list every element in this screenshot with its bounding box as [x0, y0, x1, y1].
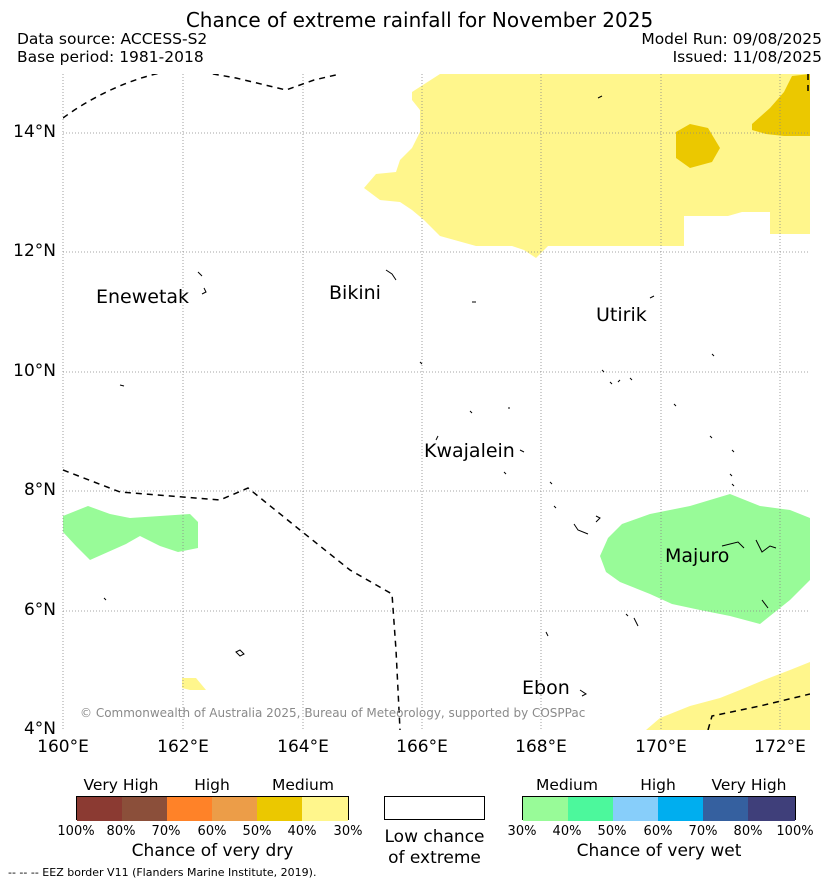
- lon-label-170e: 170°E: [635, 737, 687, 757]
- dry-legend-title: Chance of very dry: [131, 841, 294, 861]
- graticule: [62, 74, 810, 730]
- wet-30-40-region-west: [63, 506, 198, 560]
- lat-label-4n: 4°N: [23, 719, 56, 739]
- place-ebon: Ebon: [522, 677, 570, 699]
- dry-50-40-blob-2: [752, 74, 810, 136]
- dry-swatch-60-50: [212, 797, 258, 821]
- lat-label-10n: 10°N: [13, 361, 56, 381]
- low-chance-label-line1: Low chance: [384, 827, 485, 847]
- eez-border: [63, 74, 810, 730]
- lon-label-162e: 162°E: [157, 737, 209, 757]
- dry-tick: 70%: [151, 824, 181, 839]
- wet-swatch-70-80: [703, 797, 749, 821]
- wet-colorbar: [522, 796, 796, 821]
- dry-medium-label: Medium: [272, 776, 334, 794]
- dry-swatch-80-70: [122, 797, 168, 821]
- dry-50-40-blob-1: [676, 124, 720, 168]
- wet-tick: 80%: [733, 824, 763, 839]
- lon-label-172e: 172°E: [754, 737, 806, 757]
- wet-tick: 30%: [507, 824, 537, 839]
- wet-swatch-40-50: [568, 797, 614, 821]
- map-title: Chance of extreme rainfall for November …: [185, 8, 654, 32]
- place-enewetak: Enewetak: [96, 286, 190, 308]
- wet-swatch-30-40: [523, 797, 569, 821]
- dry-tick: 30%: [333, 824, 363, 839]
- wet-swatch-50-60: [613, 797, 659, 821]
- wet-swatch-80-100: [748, 797, 795, 821]
- wet-very-high-label: Very High: [711, 776, 787, 794]
- lat-label-6n: 6°N: [23, 600, 56, 620]
- dry-very-high-label: Very High: [83, 776, 159, 794]
- wet-tick: 70%: [688, 824, 718, 839]
- lon-label-166e: 166°E: [396, 737, 448, 757]
- lon-label-168e: 168°E: [515, 737, 567, 757]
- copyright-notice: © Commonwealth of Australia 2025, Bureau…: [80, 706, 586, 720]
- island-outlines: [103, 95, 777, 697]
- model-run-label: Model Run: 09/08/2025: [641, 30, 822, 48]
- wet-tick: 40%: [552, 824, 582, 839]
- data-source-label: Data source: ACCESS-S2: [17, 30, 208, 48]
- dry-40-30-region-small: [182, 678, 206, 690]
- lon-label-160e: 160°E: [37, 737, 89, 757]
- dry-tick: 100%: [57, 824, 95, 839]
- wet-legend-title: Chance of very wet: [576, 841, 742, 861]
- low-chance-label-line2: of extreme: [388, 848, 481, 868]
- lat-label-14n: 14°N: [13, 122, 56, 142]
- dry-tick: 60%: [197, 824, 227, 839]
- dry-40-30-region-south: [646, 662, 810, 730]
- place-majuro: Majuro: [665, 545, 730, 567]
- dry-swatch-40-30: [302, 797, 348, 821]
- dry-tick: 80%: [106, 824, 136, 839]
- wet-tick: 50%: [597, 824, 627, 839]
- eez-footer-note: -- -- -- EEZ border V11 (Flanders Marine…: [8, 866, 317, 879]
- issued-label: Issued: 11/08/2025: [672, 48, 822, 66]
- dry-swatch-70-60: [167, 797, 213, 821]
- base-period-label: Base period: 1981-2018: [17, 48, 204, 66]
- wet-swatch-60-70: [658, 797, 704, 821]
- low-chance-swatch: [384, 796, 485, 820]
- wet-high-label: High: [640, 776, 676, 794]
- lon-label-164e: 164°E: [277, 737, 329, 757]
- place-utirik: Utirik: [596, 304, 647, 326]
- place-kwajalein: Kwajalein: [424, 440, 515, 462]
- wet-medium-label: Medium: [536, 776, 598, 794]
- dry-40-30-region-north: [364, 74, 810, 258]
- dry-swatch-50-40: [257, 797, 303, 821]
- dry-swatch-100-80: [77, 797, 123, 821]
- dry-high-label: High: [194, 776, 230, 794]
- dry-colorbar: [76, 796, 349, 821]
- wet-tick: 60%: [643, 824, 673, 839]
- wet-tick: 100%: [776, 824, 814, 839]
- lat-label-8n: 8°N: [23, 480, 56, 500]
- wet-30-40-region-east: [600, 494, 810, 624]
- lat-label-12n: 12°N: [13, 241, 56, 261]
- place-bikini: Bikini: [329, 282, 381, 304]
- dry-tick: 50%: [242, 824, 272, 839]
- dry-tick: 40%: [287, 824, 317, 839]
